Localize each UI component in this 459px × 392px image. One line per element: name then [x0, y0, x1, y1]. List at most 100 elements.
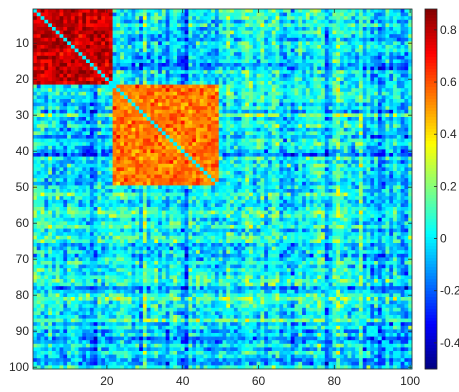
heatmap-cell — [142, 171, 148, 175]
heatmap-cell — [317, 124, 322, 129]
heatmap-cell — [321, 59, 326, 64]
heatmap-cell — [40, 106, 45, 111]
heatmap-cell — [55, 59, 60, 64]
heatmap-cell — [362, 153, 367, 157]
heatmap-cell — [302, 178, 307, 183]
heatmap-cell — [370, 124, 375, 129]
heatmap-cell — [222, 34, 227, 39]
heatmap-cell — [165, 9, 170, 13]
heatmap-cell — [173, 45, 178, 49]
heatmap-cell — [260, 171, 265, 175]
heatmap-cell — [343, 138, 348, 143]
heatmap-cell — [192, 27, 197, 31]
heatmap-cell — [336, 109, 341, 114]
heatmap-cell — [245, 16, 250, 21]
heatmap-cell — [86, 48, 91, 53]
heatmap-cell — [286, 77, 292, 82]
heatmap-cell — [211, 37, 216, 42]
heatmap-cell — [302, 23, 307, 28]
heatmap-cell — [317, 88, 322, 93]
heatmap-cell — [275, 181, 280, 186]
heatmap-cell — [59, 117, 64, 121]
heatmap-cell — [389, 127, 394, 132]
heatmap-cell — [339, 131, 345, 136]
heatmap-cell — [381, 124, 386, 129]
heatmap-cell — [93, 127, 98, 132]
heatmap-cell — [142, 41, 148, 46]
heatmap-cell — [389, 45, 394, 49]
heatmap-cell — [328, 16, 333, 21]
heatmap-cell — [131, 95, 136, 100]
heatmap-cell — [309, 41, 314, 46]
heatmap-cell — [404, 160, 409, 165]
heatmap-cell — [267, 48, 273, 53]
heatmap-cell — [131, 181, 136, 186]
heatmap-cell — [241, 120, 246, 125]
heatmap-cell — [70, 70, 76, 75]
heatmap-cell — [233, 63, 239, 67]
heatmap-cell — [161, 153, 166, 157]
heatmap-cell — [218, 145, 223, 150]
heatmap-cell — [351, 124, 356, 129]
heatmap-cell — [355, 167, 360, 172]
heatmap-cell — [67, 77, 72, 82]
heatmap-cell — [120, 113, 125, 118]
heatmap-cell — [358, 81, 364, 85]
heatmap-cell — [180, 131, 185, 136]
heatmap-cell — [93, 77, 98, 82]
heatmap-cell — [230, 99, 235, 103]
heatmap-cell — [362, 95, 367, 100]
heatmap-cell — [135, 77, 140, 82]
heatmap-cell — [351, 48, 356, 53]
heatmap-cell — [120, 160, 125, 165]
heatmap-cell — [161, 77, 166, 82]
heatmap-cell — [294, 135, 299, 139]
heatmap-cell — [150, 142, 155, 147]
heatmap-cell — [286, 131, 292, 136]
heatmap-cell — [142, 95, 148, 100]
heatmap-cell — [139, 167, 144, 172]
heatmap-cell — [180, 12, 185, 17]
heatmap-cell — [105, 102, 110, 107]
heatmap-cell — [249, 138, 254, 143]
heatmap-cell — [279, 12, 284, 17]
heatmap-cell — [150, 63, 155, 67]
heatmap-cell — [70, 131, 76, 136]
heatmap-cell — [33, 12, 38, 17]
heatmap-cell — [211, 135, 216, 139]
heatmap-cell — [154, 160, 159, 165]
heatmap-cell — [366, 95, 371, 100]
heatmap-cell — [233, 127, 239, 132]
heatmap-cell — [396, 19, 401, 24]
heatmap-cell — [165, 88, 170, 93]
heatmap-cell — [142, 135, 148, 139]
heatmap-cell — [112, 113, 117, 118]
heatmap-cell — [211, 178, 216, 183]
heatmap-cell — [279, 30, 284, 35]
heatmap-cell — [36, 41, 41, 46]
heatmap-cell — [374, 9, 379, 13]
heatmap-cell — [298, 99, 303, 103]
heatmap-cell — [112, 55, 117, 60]
heatmap-cell — [404, 34, 409, 39]
heatmap-cell — [374, 174, 379, 179]
heatmap-cell — [63, 113, 68, 118]
heatmap-cell — [93, 16, 98, 21]
heatmap-cell — [40, 34, 45, 39]
heatmap-cell — [241, 95, 246, 100]
heatmap-cell — [59, 178, 64, 183]
heatmap-cell — [317, 63, 322, 67]
heatmap-cell — [230, 113, 235, 118]
heatmap-cell — [188, 113, 193, 118]
heatmap-cell — [347, 84, 352, 89]
heatmap-cell — [351, 127, 356, 132]
heatmap-cell — [374, 12, 379, 17]
heatmap-cell — [283, 19, 288, 24]
heatmap-cell — [286, 23, 292, 28]
heatmap-cell — [389, 138, 394, 143]
heatmap-cell — [154, 149, 159, 154]
heatmap-cell — [374, 16, 379, 21]
heatmap-cell — [67, 81, 72, 85]
heatmap-cell — [97, 63, 102, 67]
heatmap-cell — [154, 34, 159, 39]
